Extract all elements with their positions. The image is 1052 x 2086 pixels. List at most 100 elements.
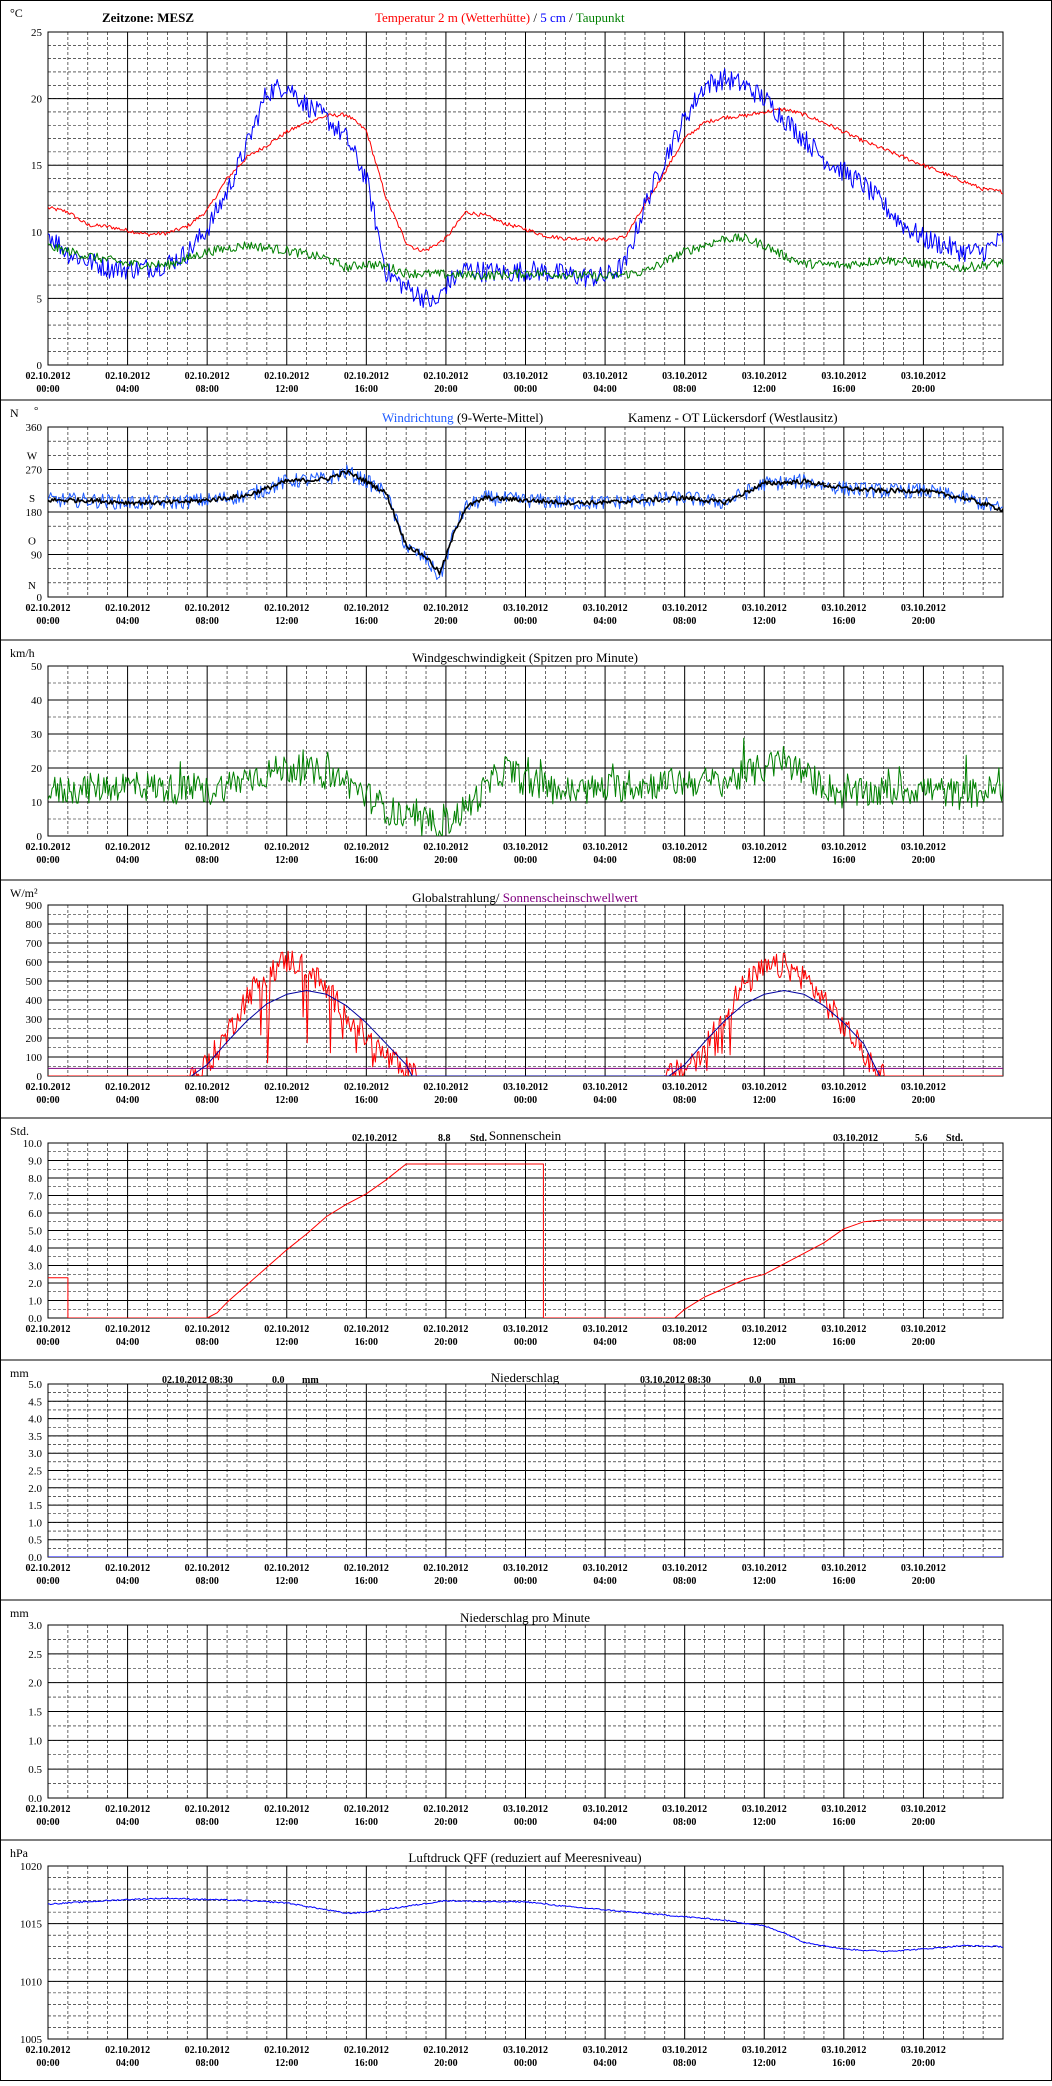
x-tick-date: 02.10.2012 xyxy=(105,2045,150,2056)
y-tick-label: 1.0 xyxy=(28,1735,42,1747)
x-tick-date: 02.10.2012 xyxy=(264,1324,309,1335)
x-tick-time: 20:00 xyxy=(434,1337,457,1348)
y-tick-label: 300 xyxy=(26,1014,43,1026)
y-tick-label: 10.0 xyxy=(23,1138,43,1150)
y-tick-label: 2.0 xyxy=(28,1678,42,1690)
x-tick-date: 02.10.2012 xyxy=(105,1324,150,1335)
x-tick-date: 02.10.2012 xyxy=(264,603,309,614)
daily-total-value: 0.0 xyxy=(272,1375,285,1386)
plot-border xyxy=(47,426,1004,598)
x-tick-time: 04:00 xyxy=(116,1817,139,1828)
daily-total-unit: Std. xyxy=(946,1133,963,1144)
x-tick-date: 03.10.2012 xyxy=(742,2045,787,2056)
chart-title: Luftdruck QFF (reduziert auf Meeresnivea… xyxy=(408,1850,641,1865)
x-tick-date: 02.10.2012 xyxy=(185,1324,230,1335)
series-temperatur-2-m-wetterhütte xyxy=(48,107,1003,252)
unit-label: mm xyxy=(10,1366,29,1380)
y-tick-label: 2.0 xyxy=(28,1278,42,1290)
daily-total-value: 8.8 xyxy=(438,1133,451,1144)
daily-total-date: 03.10.2012 08:30 xyxy=(640,1375,711,1386)
x-tick-time: 20:00 xyxy=(434,1576,457,1587)
x-tick-date: 03.10.2012 xyxy=(503,1324,548,1335)
x-tick-time: 08:00 xyxy=(673,384,696,395)
unit-label: mm xyxy=(10,1606,29,1620)
x-tick-date: 03.10.2012 xyxy=(662,603,707,614)
x-tick-time: 16:00 xyxy=(832,384,855,395)
x-tick-time: 12:00 xyxy=(753,1817,776,1828)
y-tick-label: 30 xyxy=(31,729,43,741)
x-tick-date: 03.10.2012 xyxy=(503,842,548,853)
x-tick-time: 08:00 xyxy=(195,855,218,866)
x-tick-time: 20:00 xyxy=(912,855,935,866)
x-tick-date: 02.10.2012 xyxy=(344,371,389,382)
y-tick-label: 360 xyxy=(26,422,43,434)
x-tick-time: 08:00 xyxy=(673,855,696,866)
chart-title-part: Globalstrahlung/ xyxy=(412,890,503,905)
chart-title: Windrichtung (9-Werte-Mittel) xyxy=(382,410,543,425)
x-tick-time: 16:00 xyxy=(832,2058,855,2069)
unit-label: km/h xyxy=(10,646,35,660)
y-tick-label: 50 xyxy=(31,661,43,673)
y-tick-label: 1.5 xyxy=(28,1500,42,1512)
x-tick-time: 20:00 xyxy=(912,1095,935,1106)
x-tick-date: 03.10.2012 xyxy=(583,1804,628,1815)
y-tick-label: 5 xyxy=(37,293,43,305)
series-taupunkt xyxy=(48,233,1003,282)
x-tick-time: 20:00 xyxy=(912,2058,935,2069)
x-tick-time: 08:00 xyxy=(673,1337,696,1348)
series-sonnenschein xyxy=(48,1163,1003,1318)
series-5-cm xyxy=(48,68,1003,308)
x-tick-date: 03.10.2012 xyxy=(742,1082,787,1093)
x-tick-time: 00:00 xyxy=(514,855,537,866)
x-tick-time: 00:00 xyxy=(36,384,59,395)
x-tick-time: 00:00 xyxy=(514,616,537,627)
daily-total-date: 02.10.2012 08:30 xyxy=(162,1375,233,1386)
x-tick-date: 03.10.2012 xyxy=(742,1563,787,1574)
y-tick-label: 15 xyxy=(31,160,43,172)
x-tick-date: 02.10.2012 xyxy=(185,371,230,382)
x-tick-time: 04:00 xyxy=(593,1337,616,1348)
chart-title-part: Windrichtung xyxy=(382,410,454,425)
y-tick-label: 20 xyxy=(31,763,43,775)
x-tick-date: 03.10.2012 xyxy=(662,2045,707,2056)
x-tick-date: 02.10.2012 xyxy=(105,1563,150,1574)
x-tick-time: 16:00 xyxy=(832,1337,855,1348)
x-tick-time: 04:00 xyxy=(116,384,139,395)
x-tick-date: 02.10.2012 xyxy=(26,1563,71,1574)
x-tick-time: 04:00 xyxy=(116,855,139,866)
x-tick-date: 02.10.2012 xyxy=(264,2045,309,2056)
x-tick-time: 16:00 xyxy=(355,1095,378,1106)
x-tick-date: 03.10.2012 xyxy=(901,842,946,853)
x-tick-time: 20:00 xyxy=(434,1095,457,1106)
x-tick-time: 04:00 xyxy=(593,2058,616,2069)
x-tick-date: 03.10.2012 xyxy=(901,1324,946,1335)
x-tick-time: 12:00 xyxy=(275,855,298,866)
x-tick-time: 12:00 xyxy=(275,2058,298,2069)
daily-total-unit: mm xyxy=(779,1375,796,1386)
x-tick-date: 03.10.2012 xyxy=(901,2045,946,2056)
y-tick-label: 200 xyxy=(26,1033,43,1045)
compass-label: N xyxy=(28,580,36,592)
x-tick-time: 20:00 xyxy=(434,1817,457,1828)
unit-label: Std. xyxy=(10,1124,29,1138)
x-tick-date: 03.10.2012 xyxy=(583,371,628,382)
x-tick-date: 02.10.2012 xyxy=(185,1082,230,1093)
x-tick-time: 04:00 xyxy=(593,1817,616,1828)
y-tick-label: 10 xyxy=(31,227,43,239)
x-tick-time: 16:00 xyxy=(832,855,855,866)
x-tick-time: 12:00 xyxy=(275,1576,298,1587)
y-tick-label: 6.0 xyxy=(28,1208,42,1220)
y-tick-label: 4.0 xyxy=(28,1243,42,1255)
y-tick-label: 9.0 xyxy=(28,1156,42,1168)
chart-title: Niederschlag pro Minute xyxy=(460,1610,590,1625)
chart-temperature: 0 5 10 15 20 25 °C Zeitzone: MESZ Temperatur 2 m… xyxy=(10,6,1004,395)
x-tick-time: 04:00 xyxy=(593,384,616,395)
y-tick-label: 1.0 xyxy=(28,1517,42,1529)
chart-title: Niederschlag xyxy=(491,1370,560,1385)
y-tick-label: 0 xyxy=(37,360,43,372)
series-9-werte-mittel xyxy=(48,469,1003,576)
y-tick-label: 0.0 xyxy=(28,1552,42,1564)
x-tick-time: 00:00 xyxy=(514,1337,537,1348)
